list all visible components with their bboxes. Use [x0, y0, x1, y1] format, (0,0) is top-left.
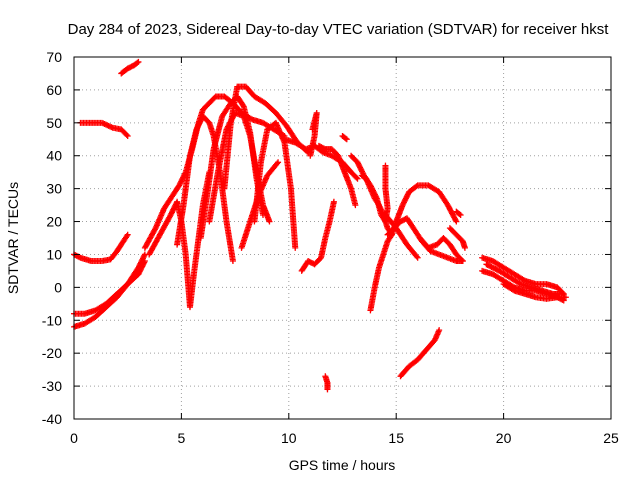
- x-tick-label: 10: [281, 430, 297, 446]
- data-point: [151, 226, 158, 233]
- data-point: [135, 58, 142, 65]
- data-point: [124, 231, 131, 238]
- series-arc-18: [339, 132, 350, 143]
- data-point: [134, 59, 141, 66]
- y-tick-label: 60: [46, 82, 62, 98]
- data-point: [516, 280, 523, 287]
- x-tick-label: 15: [388, 430, 404, 446]
- y-tick-label: -40: [42, 411, 62, 427]
- data-point: [342, 135, 349, 142]
- data-point: [453, 218, 460, 225]
- x-tick-label: 25: [603, 430, 619, 446]
- data-point: [274, 160, 281, 167]
- data-point: [307, 152, 314, 159]
- data-point: [343, 136, 350, 143]
- x-tick-label: 5: [178, 430, 186, 446]
- x-axis-label: GPS time / hours: [289, 457, 396, 473]
- data-point: [292, 244, 299, 251]
- data-point: [461, 244, 468, 251]
- data-point: [330, 198, 337, 205]
- series-arc-32: [500, 281, 567, 304]
- y-tick-label: 70: [46, 49, 62, 65]
- y-tick-label: 20: [46, 214, 62, 230]
- data-point: [560, 297, 567, 304]
- y-tick-label: 10: [46, 246, 62, 262]
- data-point: [559, 296, 566, 303]
- y-tick-label: 0: [54, 279, 62, 295]
- x-tick-label: 20: [496, 430, 512, 446]
- series-arc-28: [322, 373, 331, 393]
- series-arc-16: [298, 198, 337, 274]
- series-arc-13: [251, 119, 299, 251]
- y-tick-label: 40: [46, 148, 62, 164]
- data-point: [459, 258, 466, 265]
- x-tick-labels: 0 5 10 15 20 25: [70, 430, 619, 446]
- series-arc-29: [479, 254, 567, 297]
- series-arc-21: [367, 182, 460, 314]
- data-point: [124, 132, 131, 139]
- data-point: [353, 174, 360, 181]
- series-arc-24: [416, 235, 466, 265]
- data-point: [509, 286, 516, 293]
- series-arc-1: [77, 119, 131, 139]
- y-axis-label: SDTVAR / TECUs: [5, 182, 21, 294]
- data-point: [266, 218, 273, 225]
- series-arc-31: [483, 261, 563, 297]
- data-point: [413, 253, 420, 260]
- series-arc-11: [221, 83, 312, 192]
- data-point: [354, 175, 361, 182]
- data-point: [275, 159, 282, 166]
- data-point: [456, 211, 463, 218]
- data-point: [436, 327, 443, 334]
- y-tick-label: -30: [42, 378, 62, 394]
- series-arc-14: [281, 136, 361, 182]
- data-point: [413, 183, 420, 190]
- data-point: [414, 254, 421, 261]
- grid-lines: [74, 57, 611, 419]
- series-arc-23: [382, 211, 421, 261]
- series-arc-17: [315, 142, 359, 209]
- data-point: [123, 131, 130, 138]
- series-arc-30: [479, 267, 569, 301]
- y-tick-label: -10: [42, 312, 62, 328]
- y-tick-label: 50: [46, 115, 62, 131]
- series-arc-26: [453, 208, 464, 218]
- y-tick-label: -20: [42, 345, 62, 361]
- x-tick-label: 0: [70, 430, 78, 446]
- axis-ticks: [73, 56, 612, 420]
- data-point: [382, 162, 389, 169]
- series-arc-5: [71, 251, 148, 330]
- plot-frame: [73, 56, 612, 420]
- chart-title: Day 284 of 2023, Sidereal Day-to-day VTE…: [68, 21, 610, 38]
- series-arc-25: [446, 225, 468, 251]
- series-arc-2: [118, 58, 142, 77]
- series-arc-3: [71, 231, 131, 265]
- data-point: [458, 256, 465, 263]
- series-arc-15: [307, 109, 320, 159]
- data-point: [239, 102, 246, 109]
- data-point: [229, 258, 236, 265]
- y-tick-label: 30: [46, 181, 62, 197]
- series-arc-10: [206, 109, 273, 225]
- series-arc-22: [384, 215, 466, 265]
- series-arc-27: [397, 327, 443, 380]
- y-tick-labels: -40 -30 -20 -10 0 10 20 30 40 50 60 70: [42, 49, 62, 427]
- data-point: [352, 202, 359, 209]
- data-point: [457, 211, 464, 218]
- data-point: [562, 294, 569, 301]
- data-point: [324, 386, 331, 393]
- data-marks: [71, 58, 569, 393]
- data-point: [123, 233, 130, 240]
